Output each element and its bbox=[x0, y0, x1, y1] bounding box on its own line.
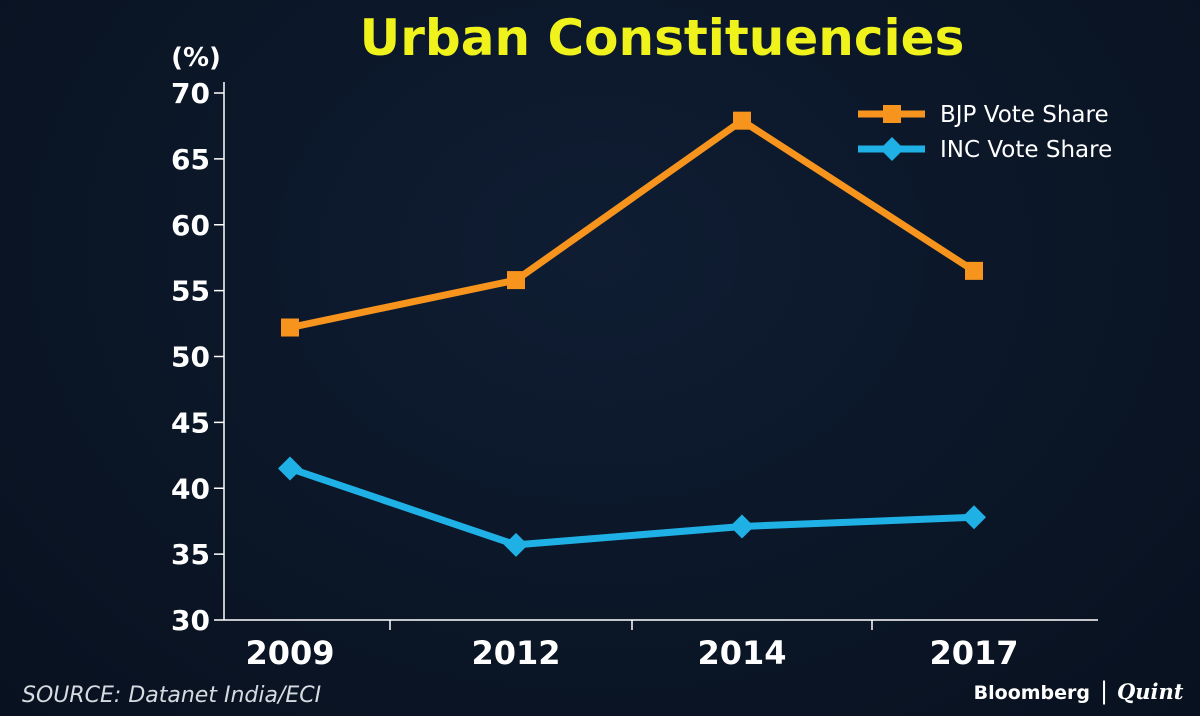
y-tick-label: 45 bbox=[171, 406, 210, 439]
y-tick-label: 70 bbox=[171, 77, 210, 110]
y-tick-label: 55 bbox=[171, 275, 210, 308]
legend: BJP Vote Share INC Vote Share bbox=[858, 102, 1112, 163]
brand-name-quint: Quint bbox=[1117, 679, 1184, 704]
data-point-bjp bbox=[507, 271, 525, 290]
y-tick-label: 35 bbox=[171, 538, 210, 571]
series-bjp bbox=[281, 111, 983, 337]
series-layer bbox=[278, 111, 986, 557]
legend-item-bjp: BJP Vote Share bbox=[858, 102, 1109, 128]
y-tick-label: 65 bbox=[171, 143, 210, 176]
y-axis-unit-label: (%) bbox=[171, 43, 221, 73]
brand-separator: | bbox=[1100, 677, 1108, 705]
data-point-bjp bbox=[281, 318, 299, 337]
y-axis-ticks: 30 35 40 45 50 55 60 65 70 bbox=[171, 77, 224, 637]
series-line-bjp bbox=[289, 117, 976, 331]
data-point-inc bbox=[504, 532, 528, 557]
legend-swatch-marker bbox=[880, 137, 904, 161]
legend-label: INC Vote Share bbox=[940, 137, 1112, 163]
axes bbox=[223, 82, 1098, 621]
legend-swatch-marker bbox=[883, 105, 901, 123]
x-tick-label: 2009 bbox=[245, 634, 334, 672]
data-point-inc bbox=[730, 514, 754, 539]
y-tick-label: 40 bbox=[171, 472, 210, 505]
data-point-inc bbox=[278, 456, 302, 481]
x-axis-ticks: 2009 2012 2014 2017 bbox=[245, 620, 1019, 672]
data-point-inc bbox=[962, 505, 986, 530]
data-point-bjp bbox=[965, 261, 983, 280]
y-tick-label: 50 bbox=[171, 341, 210, 374]
x-tick-label: 2017 bbox=[929, 634, 1018, 672]
y-tick-label: 60 bbox=[171, 209, 210, 242]
brand-name-bloomberg: Bloomberg bbox=[974, 682, 1090, 704]
x-tick-label: 2014 bbox=[697, 634, 786, 672]
series-inc bbox=[278, 456, 986, 557]
series-line-inc bbox=[288, 465, 975, 549]
y-tick-label: 30 bbox=[171, 604, 210, 637]
source-note: SOURCE: Datanet India/ECI bbox=[22, 683, 321, 708]
legend-item-inc: INC Vote Share bbox=[858, 137, 1112, 163]
x-tick-label: 2012 bbox=[471, 634, 560, 672]
chart-title: Urban Constituencies bbox=[360, 9, 965, 67]
legend-label: BJP Vote Share bbox=[940, 102, 1109, 128]
data-point-bjp bbox=[733, 111, 751, 130]
brand-logo: Bloomberg | Quint bbox=[974, 677, 1184, 705]
